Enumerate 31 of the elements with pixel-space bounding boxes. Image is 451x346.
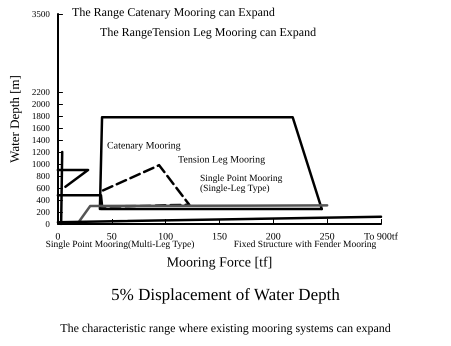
x-tick-label: 150 [212, 232, 227, 242]
y-tick-label: 2000 [32, 99, 50, 109]
text: 5% Displacement of Water Depth [111, 285, 340, 304]
x-axis-title: Mooring Force [tf] [166, 256, 272, 270]
y-tick-label: 1200 [32, 147, 50, 157]
y-tick-label: 600 [36, 183, 50, 193]
x-tick-label: 200 [266, 232, 281, 242]
annotation: Single Point Mooring (Single-Leg Type) [200, 174, 285, 194]
y-tick-label: 3500 [32, 9, 50, 19]
y-tick-label: 800 [36, 171, 50, 181]
x-tick-label: 100 [158, 232, 174, 242]
x-tick-label: 0 [55, 232, 60, 242]
x-tick-label: 250 [320, 232, 335, 242]
annotation: The RangeTension Leg Mooring can Expand [100, 25, 316, 39]
annotation: Catenary Mooring [107, 140, 181, 152]
annotation: Tension Leg Mooring [178, 154, 266, 166]
x-tick-label: 50 [106, 232, 117, 242]
y-tick-label: 200 [36, 207, 50, 217]
y-tick-label: 2200 [32, 87, 50, 97]
x-tick-label: To 900tf [364, 232, 399, 242]
text: Single Point Mooring(Multi-Leg Type) [46, 240, 194, 250]
y-tick-label: 400 [36, 195, 50, 205]
y-tick-label: 1600 [32, 123, 50, 133]
annotation: The Range Catenary Mooring can Expand [72, 5, 275, 19]
text: Fixed Structure with Fender Mooring [234, 240, 376, 250]
y-tick-label: 1400 [32, 135, 50, 145]
text: The characteristic range where existing mooring systems can expand [60, 321, 391, 335]
y-tick-label: 0 [45, 219, 50, 229]
y-tick-label: 1000 [32, 159, 50, 169]
y-axis-title: Water Depth [m] [7, 75, 22, 163]
y-tick-label: 1800 [32, 111, 50, 121]
